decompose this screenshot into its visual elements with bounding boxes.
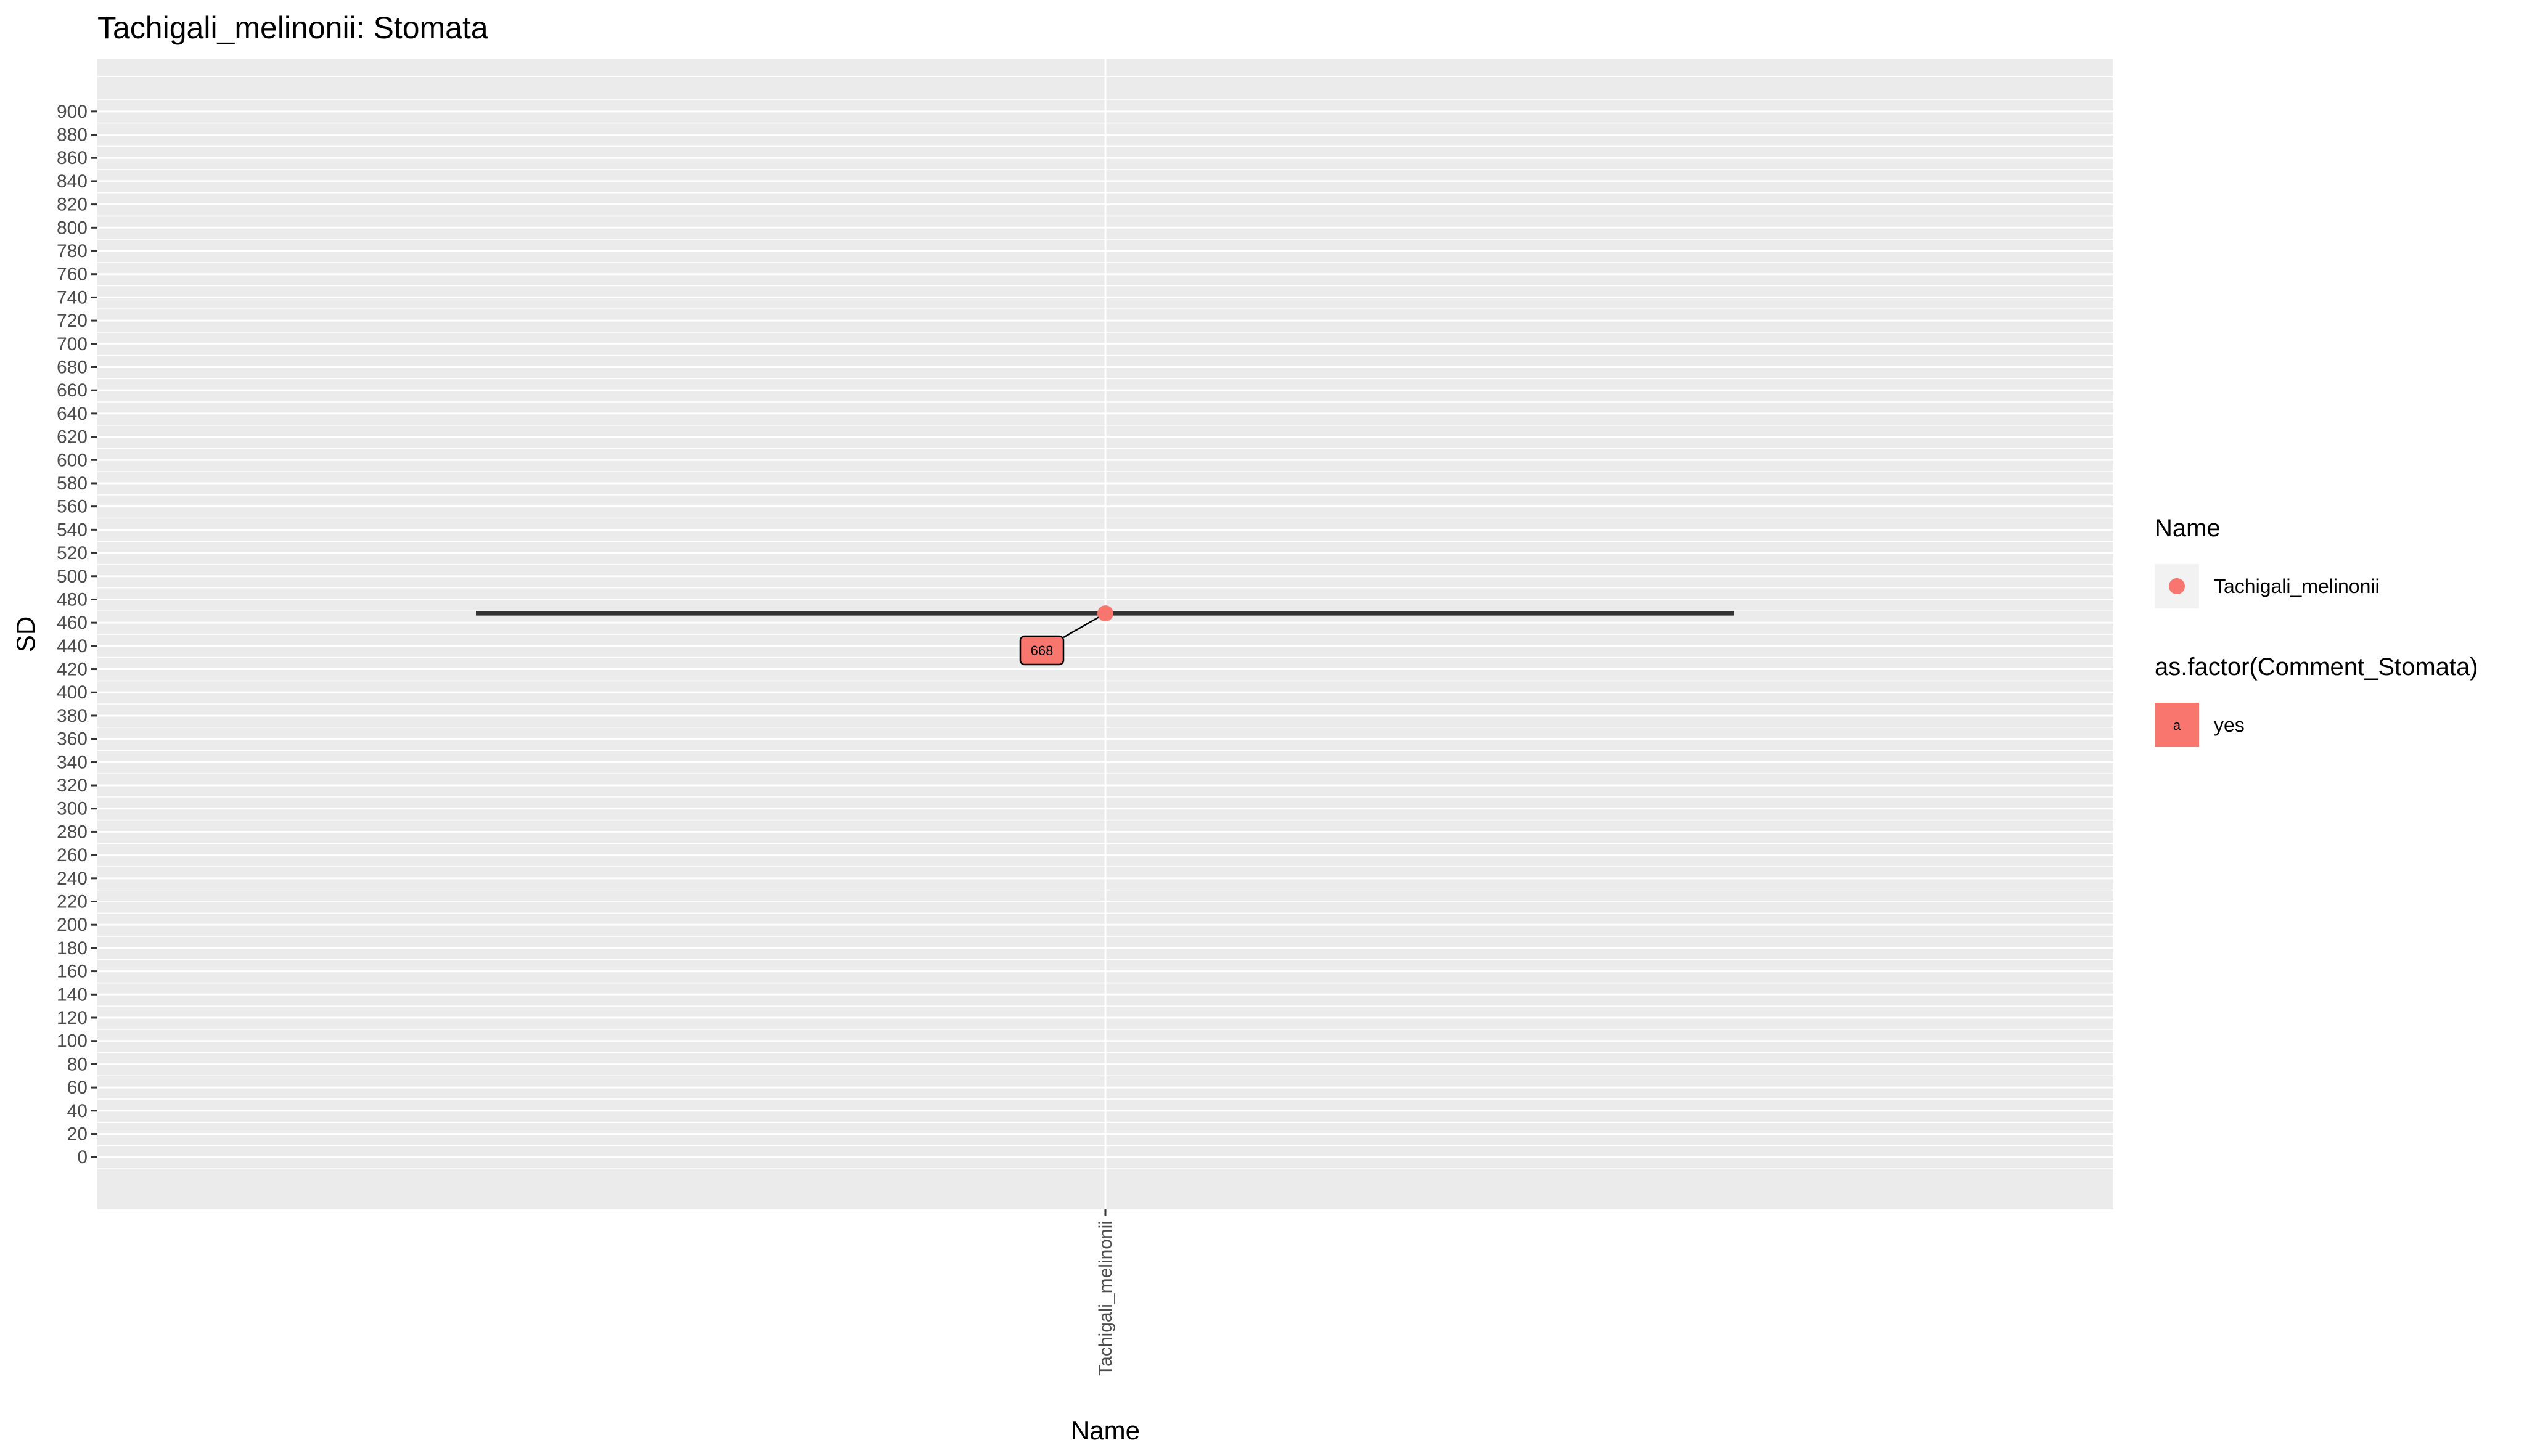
y-tick-label: 180 — [57, 938, 88, 959]
major-gridlines — [97, 59, 2113, 1209]
y-tick-label: 660 — [57, 380, 88, 401]
y-tick-label: 800 — [57, 218, 88, 238]
y-tick-label: 620 — [57, 427, 88, 448]
y-tick-label: 240 — [57, 869, 88, 889]
y-tick-label: 100 — [57, 1031, 88, 1052]
y-tick-label: 320 — [57, 775, 88, 796]
y-tick-label: 900 — [57, 102, 88, 122]
y-tick-label: 380 — [57, 706, 88, 726]
y-tick-label: 580 — [57, 473, 88, 494]
y-tick-label: 560 — [57, 497, 88, 517]
y-tick-label: 520 — [57, 543, 88, 563]
y-tick-label: 400 — [57, 682, 88, 703]
y-tick-label: 80 — [67, 1054, 88, 1074]
y-tick-label: 760 — [57, 264, 88, 285]
y-tick-label: 860 — [57, 148, 88, 168]
label-leader-line — [1063, 612, 1106, 639]
y-tick-label: 840 — [57, 171, 88, 192]
legend-label: yes — [2214, 714, 2245, 736]
y-tick-label: 600 — [57, 450, 88, 470]
y-tick-label: 780 — [57, 241, 88, 261]
legend-key-text: a — [2173, 718, 2181, 733]
y-tick-label: 200 — [57, 915, 88, 935]
x-axis-title: Name — [1071, 1416, 1140, 1445]
y-tick-label: 140 — [57, 984, 88, 1005]
y-tick-label: 160 — [57, 962, 88, 982]
legend-point-swatch — [2169, 578, 2185, 594]
y-tick-label: 60 — [67, 1078, 88, 1098]
data-label-box — [1019, 635, 1065, 666]
y-tick-label: 280 — [57, 822, 88, 842]
y-tick-label: 640 — [57, 404, 88, 424]
chart-title: Tachigali_melinonii: Stomata — [97, 10, 488, 45]
y-tick-label: 820 — [57, 195, 88, 215]
y-axis-title: SD — [11, 616, 40, 652]
y-tick-label: 260 — [57, 845, 88, 865]
y-tick-label: 680 — [57, 357, 88, 377]
y-tick-label: 20 — [67, 1124, 88, 1144]
data-label: 668 — [1031, 643, 1054, 658]
legend-title: Name — [2155, 515, 2221, 542]
y-tick-label: 740 — [57, 287, 88, 308]
y-tick-label: 500 — [57, 566, 88, 587]
y-tick-label: 300 — [57, 799, 88, 819]
y-tick-label: 700 — [57, 334, 88, 354]
y-tick-label: 420 — [57, 660, 88, 680]
x-tick-label: Tachigali_melinonii — [1096, 1221, 1116, 1376]
y-tick-label: 480 — [57, 589, 88, 610]
y-tick-label: 0 — [77, 1147, 88, 1168]
y-tick-label: 120 — [57, 1008, 88, 1028]
legend-title: as.factor(Comment_Stomata) — [2155, 653, 2478, 681]
y-tick-label: 220 — [57, 892, 88, 912]
y-tick-label: 540 — [57, 520, 88, 540]
legend-label-swatch — [2155, 703, 2199, 747]
data-point — [1097, 605, 1113, 622]
y-tick-label: 40 — [67, 1101, 88, 1121]
y-tick-label: 460 — [57, 613, 88, 633]
y-tick-label: 880 — [57, 125, 88, 145]
x-axis-ticks: Tachigali_melinonii — [1096, 1209, 1116, 1376]
legend-label: Tachigali_melinonii — [2214, 575, 2380, 597]
y-tick-label: 360 — [57, 729, 88, 750]
legend: Name Tachigali_melinonii as.factor(Comment… — [2155, 515, 2478, 747]
y-tick-label: 440 — [57, 636, 88, 656]
chart-marks: 668 — [476, 605, 1734, 666]
y-tick-label: 720 — [57, 311, 88, 331]
y-tick-label: 340 — [57, 752, 88, 772]
